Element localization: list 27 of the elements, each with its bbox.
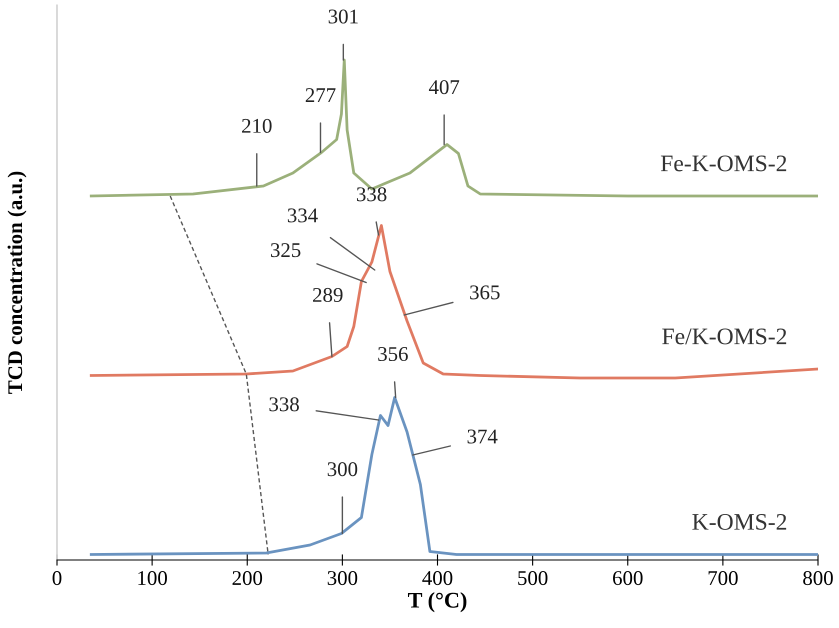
annotation: 300: [328, 462, 358, 476]
x-tick-label: 500: [518, 571, 548, 586]
annotation: 374: [468, 430, 498, 444]
series-label: Fe/K-OMS-2: [662, 328, 786, 344]
annotation: 210: [242, 118, 272, 133]
series-label: K-OMS-2: [692, 514, 786, 530]
annotation: 325: [270, 243, 300, 258]
x-tick-label: 300: [328, 571, 358, 586]
annotation: 277: [306, 88, 336, 102]
y-axis-title: TCD concentration (a.u.): [8, 172, 26, 394]
annotation: 338: [269, 397, 299, 412]
annotation: 334: [288, 208, 318, 222]
x-tick-label: 400: [422, 571, 452, 586]
x-tick-label: 100: [138, 571, 167, 586]
x-tick-label: 800: [803, 571, 833, 586]
annotation: 407: [428, 80, 460, 94]
annotation: 365: [470, 285, 500, 300]
x-tick-label: 0: [52, 571, 62, 586]
x-tick-label: 700: [708, 571, 738, 586]
annotation: 356: [378, 347, 408, 362]
x-tick-label: 200: [232, 571, 262, 586]
annotation: 301: [328, 9, 358, 24]
x-tick-label: 600: [613, 571, 643, 586]
series-label: Fe-K-OMS-2: [660, 155, 786, 172]
annotation: 289: [313, 288, 343, 302]
annotation: 338: [356, 187, 386, 202]
x-axis-title: T (°C): [408, 592, 466, 612]
